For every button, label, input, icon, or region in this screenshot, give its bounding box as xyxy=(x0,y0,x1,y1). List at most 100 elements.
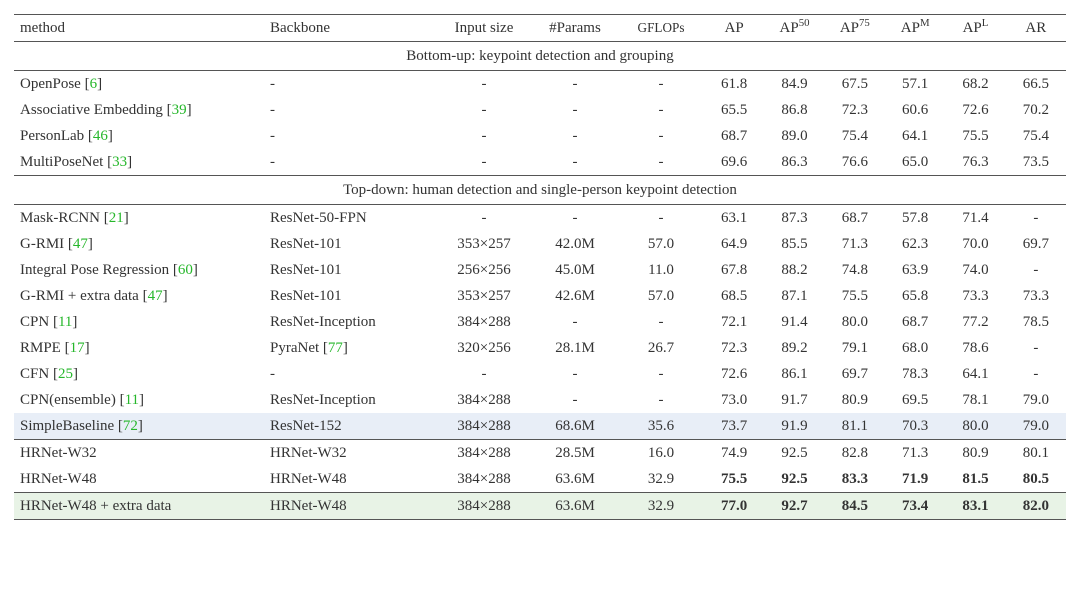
cell-ap50: 91.9 xyxy=(764,413,824,440)
cell-value: 65.0 xyxy=(902,154,928,170)
cell-value: - xyxy=(482,154,487,170)
table-row: MultiPoseNet [33]----69.686.376.665.076.… xyxy=(14,149,1066,176)
cell-ap75: 84.5 xyxy=(825,493,885,520)
citation-link[interactable]: 33 xyxy=(112,154,127,170)
cell-backbone: - xyxy=(264,71,436,98)
cell-value: 57.8 xyxy=(902,210,928,226)
method-name: Integral Pose Regression xyxy=(20,262,169,278)
col-label: Input size xyxy=(455,20,514,36)
citation-link[interactable]: 11 xyxy=(125,392,139,408)
cell-value: 42.0M xyxy=(555,236,595,252)
backbone-name: HRNet-W48 xyxy=(270,498,347,514)
col-label: AP xyxy=(840,20,859,36)
citation-link[interactable]: 39 xyxy=(172,102,187,118)
cell-input: - xyxy=(436,149,532,176)
cell-apl: 80.9 xyxy=(945,440,1005,467)
cell-backbone: - xyxy=(264,97,436,123)
cell-apl: 68.2 xyxy=(945,71,1005,98)
citation-link[interactable]: 17 xyxy=(70,340,85,356)
table-row: PersonLab [46]----68.789.075.464.175.575… xyxy=(14,123,1066,149)
cell-value: 26.7 xyxy=(648,340,674,356)
cell-ap75: 80.9 xyxy=(825,387,885,413)
cell-method: SimpleBaseline [72] xyxy=(14,413,264,440)
cell-value: 68.2 xyxy=(962,76,988,92)
cell-backbone: ResNet-101 xyxy=(264,283,436,309)
citation-link[interactable]: 11 xyxy=(58,314,72,330)
cell-value: 62.3 xyxy=(902,236,928,252)
cell-ap75: 75.5 xyxy=(825,283,885,309)
citation-link[interactable]: 25 xyxy=(58,366,73,382)
citation-link[interactable]: 60 xyxy=(178,262,193,278)
cell-apm: 62.3 xyxy=(885,231,945,257)
cell-method: CFN [25] xyxy=(14,361,264,387)
citation-link[interactable]: 72 xyxy=(123,418,138,434)
method-name: RMPE xyxy=(20,340,61,356)
cell-value: 68.7 xyxy=(902,314,928,330)
citation-link[interactable]: 47 xyxy=(148,288,163,304)
method-name: PersonLab xyxy=(20,128,84,144)
cell-params: 42.0M xyxy=(532,231,618,257)
cell-value: 78.1 xyxy=(962,392,988,408)
cell-value: 57.0 xyxy=(648,288,674,304)
cell-ap: 72.6 xyxy=(704,361,764,387)
cell-backbone: - xyxy=(264,149,436,176)
backbone-name: ResNet-101 xyxy=(270,262,342,278)
cell-ar: 70.2 xyxy=(1006,97,1066,123)
cell-method: CPN(ensemble) [11] xyxy=(14,387,264,413)
cell-ap50: 88.2 xyxy=(764,257,824,283)
method-name: OpenPose xyxy=(20,76,81,92)
cell-apl: 71.4 xyxy=(945,205,1005,232)
cell-apm: 64.1 xyxy=(885,123,945,149)
table-row: OpenPose [6]----61.884.967.557.168.266.5 xyxy=(14,71,1066,98)
col-backbone: Backbone xyxy=(264,15,436,42)
cell-apm: 78.3 xyxy=(885,361,945,387)
cell-ap75: 74.8 xyxy=(825,257,885,283)
cell-value: 81.5 xyxy=(962,471,988,487)
cell-method: Mask-RCNN [21] xyxy=(14,205,264,232)
cell-value: 72.3 xyxy=(842,102,868,118)
cell-apl: 78.1 xyxy=(945,387,1005,413)
cell-value: 87.1 xyxy=(781,288,807,304)
cell-method: G-RMI [47] xyxy=(14,231,264,257)
method-name: HRNet-W48 xyxy=(20,471,97,487)
cell-value: 68.7 xyxy=(721,128,747,144)
cell-value: - xyxy=(659,392,664,408)
cell-input: 384×288 xyxy=(436,309,532,335)
cell-params: 42.6M xyxy=(532,283,618,309)
cell-ar: 79.0 xyxy=(1006,413,1066,440)
cell-apl: 72.6 xyxy=(945,97,1005,123)
cell-value: 63.6M xyxy=(555,471,595,487)
citation-link[interactable]: 47 xyxy=(73,236,88,252)
cell-value: 64.1 xyxy=(962,366,988,382)
citation-link[interactable]: 6 xyxy=(90,76,98,92)
cell-gflops: 32.9 xyxy=(618,466,704,493)
cell-ap75: 71.3 xyxy=(825,231,885,257)
cell-ar: 69.7 xyxy=(1006,231,1066,257)
cell-input: - xyxy=(436,123,532,149)
cell-value: 82.0 xyxy=(1023,498,1049,514)
cell-value: 80.5 xyxy=(1023,471,1049,487)
cell-backbone: ResNet-152 xyxy=(264,413,436,440)
col-ap50: AP50 xyxy=(764,15,824,42)
cell-value: 66.5 xyxy=(1023,76,1049,92)
cell-value: 256×256 xyxy=(457,262,510,278)
cell-value: 68.7 xyxy=(842,210,868,226)
cell-ap75: 76.6 xyxy=(825,149,885,176)
cell-method: HRNet-W48 xyxy=(14,466,264,493)
cell-method: PersonLab [46] xyxy=(14,123,264,149)
cell-value: - xyxy=(482,210,487,226)
cell-value: 69.7 xyxy=(1023,236,1049,252)
cell-value: 68.5 xyxy=(721,288,747,304)
cell-value: 87.3 xyxy=(781,210,807,226)
cell-ar: 80.1 xyxy=(1006,440,1066,467)
cell-input: 384×288 xyxy=(436,440,532,467)
table-row: HRNet-W48HRNet-W48384×28863.6M32.975.592… xyxy=(14,466,1066,493)
citation-link[interactable]: 46 xyxy=(93,128,108,144)
citation-link[interactable]: 77 xyxy=(328,340,343,356)
cell-value: 86.3 xyxy=(781,154,807,170)
citation-link[interactable]: 21 xyxy=(109,210,124,226)
cell-ap75: 67.5 xyxy=(825,71,885,98)
col-label: method xyxy=(20,20,65,36)
cell-ap75: 81.1 xyxy=(825,413,885,440)
cell-backbone: PyraNet [77] xyxy=(264,335,436,361)
